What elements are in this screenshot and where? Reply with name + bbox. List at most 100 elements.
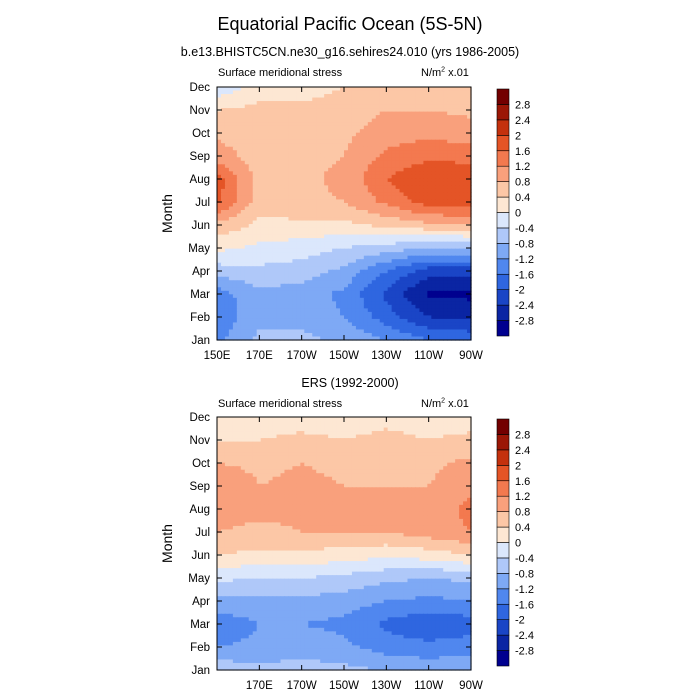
contour-cell [252,97,258,102]
contour-cell [371,322,377,327]
contour-cell [407,94,413,99]
contour-cell [232,195,238,201]
contour-cell [387,220,393,225]
contour-cell [236,153,242,158]
contour-cell [248,90,254,95]
contour-cell [399,311,405,316]
contour-cell [443,199,448,204]
contour-cell [459,101,464,106]
contour-cell [284,290,290,295]
contour-cell [435,132,440,137]
colorbar-label: 2 [515,130,521,142]
contour-cell [447,160,452,165]
contour-cell [328,304,333,309]
contour-cell [304,252,309,257]
contour-cell [340,248,345,253]
contour-cell [415,199,421,204]
contour-cell [217,157,222,162]
contour-cell [324,146,329,151]
contour-cell [308,101,313,106]
contour-cell [304,104,309,109]
contour-cell [280,97,286,102]
contour-cell [423,283,428,288]
contour-cell [256,280,262,285]
contour-cell [300,188,305,194]
contour-cell [395,97,401,102]
contour-cell [379,290,385,295]
contour-cell [284,304,290,309]
contour-cell [415,122,421,127]
contour-cell [407,252,413,257]
contour-cell [375,424,381,429]
contour-cell [407,325,413,331]
contour-cell [419,427,424,432]
contour-cell [467,171,472,176]
contour-cell [431,329,436,334]
contour-cell [288,129,294,134]
contour-cell [451,167,456,172]
contour-cell [387,297,393,302]
contour-cell [280,269,286,274]
contour-cell [296,213,301,218]
contour-cell [256,111,262,116]
contour-cell [351,199,357,204]
contour-cell [248,245,254,250]
contour-cell [395,329,401,334]
contour-cell [272,143,278,148]
contour-cell [451,206,456,211]
contour-cell [300,115,305,120]
contour-cell [407,139,413,144]
contour-cell [320,185,325,190]
contour-cell [244,427,250,432]
contour-cell [463,329,468,334]
contour-cell [220,206,226,211]
contour-cell [276,294,282,299]
contour-cell [415,269,421,274]
contour-cell [447,136,452,141]
contour-cell [232,301,238,306]
contour-cell [340,311,345,316]
contour-cell [347,217,353,222]
contour-cell [296,332,301,338]
contour-cell [252,431,258,436]
contour-cell [375,185,381,190]
contour-cell [320,118,325,123]
contour-cell [304,311,309,316]
contour-cell [439,164,444,169]
contour-cell [240,199,246,204]
contour-cell [371,417,377,422]
contour-cell [280,160,286,165]
contour-cell [403,150,409,155]
contour-cell [423,185,428,190]
contour-cell [351,231,357,236]
contour-cell [435,139,440,144]
contour-cell [248,188,254,194]
contour-cell [355,308,361,313]
contour-cell [276,238,282,243]
contour-cell [467,174,472,179]
contour-cell [300,304,305,309]
contour-cell [276,325,282,331]
contour-cell [224,248,230,253]
contour-cell [463,325,468,331]
contour-cell [336,248,341,253]
contour-cell [217,417,222,422]
contour-cell [403,252,409,257]
contour-cell [459,213,464,218]
contour-cell [367,224,373,229]
contour-cell [312,195,317,201]
contour-cell [415,143,421,148]
contour-cell [312,171,317,176]
contour-cell [403,164,409,169]
contour-cell [344,294,349,299]
contour-cell [332,139,337,144]
contour-cell [332,318,337,324]
contour-cell [296,87,301,92]
contour-cell [332,146,337,151]
contour-cell [248,224,254,229]
contour-cell [411,283,417,288]
contour-cell [296,108,301,113]
contour-cell [240,206,246,211]
contour-cell [419,283,424,288]
